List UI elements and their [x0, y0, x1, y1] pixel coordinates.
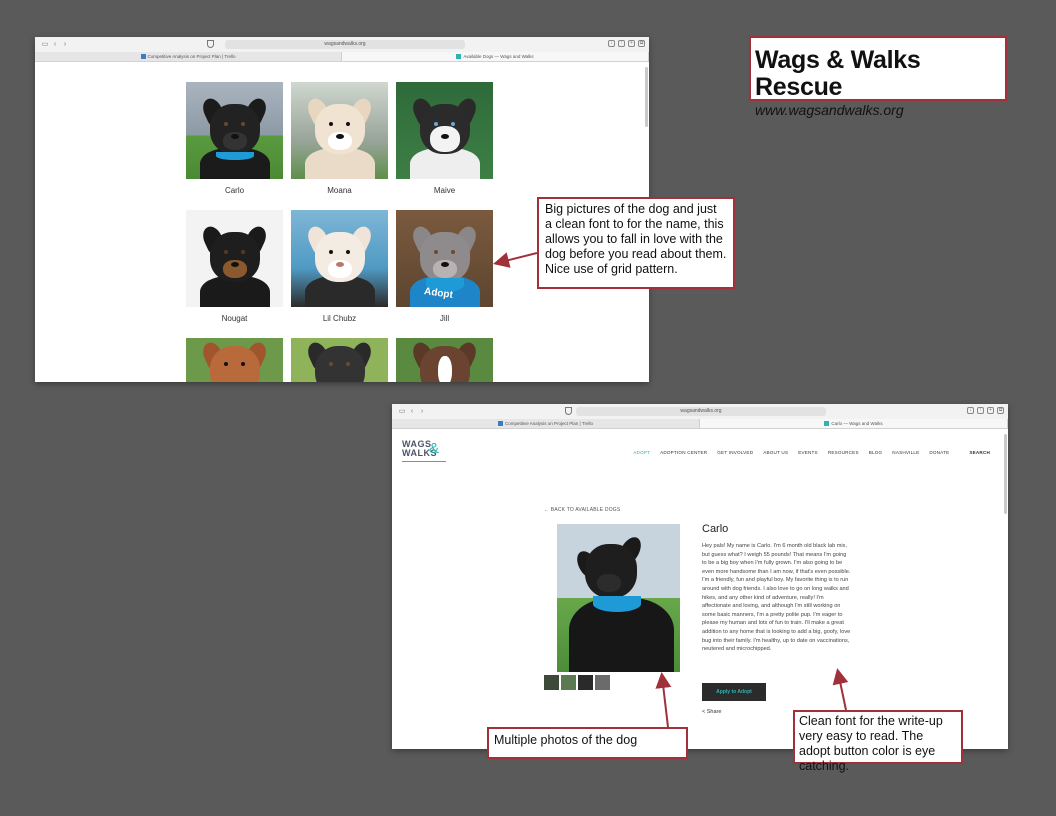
back-to-dogs-link[interactable]: ← BACK TO AVAILABLE DOGS: [544, 507, 621, 513]
dog-card-moana[interactable]: Moana: [291, 82, 388, 210]
dog-card-row3-2[interactable]: [291, 338, 388, 382]
tab-overview-icon[interactable]: ⧉: [638, 40, 645, 47]
dog-card-maive[interactable]: Maive: [396, 82, 493, 210]
nav-donate[interactable]: DONATE: [929, 450, 950, 455]
apply-to-adopt-button[interactable]: Apply to Adopt: [702, 683, 766, 701]
nav-get-involved[interactable]: GET INVOLVED: [717, 450, 754, 455]
dog-photo-lil-chubz[interactable]: [291, 210, 388, 307]
tab-trello[interactable]: Competitive Analysis on Project Plan | T…: [35, 52, 342, 61]
dog-name-nougat[interactable]: Nougat: [221, 314, 248, 323]
address-bar[interactable]: wagsandwalks.org: [576, 407, 826, 416]
back-arrow-icon[interactable]: ‹: [53, 40, 57, 48]
callout-photos-note: Multiple photos of the dog: [487, 727, 688, 759]
new-tab-icon[interactable]: +: [628, 40, 635, 47]
nav-search[interactable]: SEARCH: [969, 450, 990, 455]
nav-adopt[interactable]: ADOPT: [633, 450, 651, 455]
thumbnail-4[interactable]: [595, 675, 610, 690]
share-icon[interactable]: ↑: [618, 40, 625, 47]
dog-card-jill[interactable]: Adopt Jill: [396, 210, 493, 338]
dog-name-carlo[interactable]: Carlo: [224, 186, 245, 195]
dog-card-carlo[interactable]: Carlo: [186, 82, 283, 210]
browser-toolbar: ▭ ‹ › wagsandwalks.org ↓ ↑ + ⧉: [392, 404, 1008, 419]
dog-name-heading: Carlo: [702, 523, 729, 535]
nav-about-us[interactable]: ABOUT US: [763, 450, 789, 455]
wags-favicon-icon: [824, 421, 830, 426]
wags-walks-logo[interactable]: WAGS WALKS &: [402, 440, 448, 466]
dog-name-jill[interactable]: Jill: [439, 314, 450, 323]
thumbnail-1[interactable]: [544, 675, 559, 690]
dog-name-moana[interactable]: Moana: [327, 186, 352, 195]
dog-photo-row3-1[interactable]: [186, 338, 283, 382]
dog-name-lil-chubz[interactable]: Lil Chubz: [322, 314, 357, 323]
tab-overview-icon[interactable]: ⧉: [997, 407, 1004, 414]
dog-photo-carlo[interactable]: [186, 82, 283, 179]
tab-bar: Competitive Analysis on Project Plan | T…: [35, 52, 649, 62]
title-box: Wags & Walks Rescue www.wagsandwalks.org: [749, 36, 1007, 118]
dog-bio: Hey pals! My name is Carlo. I'm 6 month …: [702, 543, 851, 653]
dog-photo-row3-2[interactable]: [291, 338, 388, 382]
dog-name-maive[interactable]: Maive: [433, 186, 456, 195]
dog-photo-moana[interactable]: [291, 82, 388, 179]
photo-thumbnails: [544, 675, 610, 690]
wags-favicon-icon: [456, 54, 462, 59]
callout-grid-note: Big pictures of the dog and just a clean…: [537, 197, 735, 289]
trello-icon: [140, 54, 146, 59]
trello-icon: [498, 421, 504, 426]
scrollbar[interactable]: [645, 67, 648, 127]
dog-card-row3-3[interactable]: [396, 338, 493, 382]
tab-available-dogs[interactable]: Available Dogs — Wags and Walks: [342, 52, 649, 61]
nav-resources[interactable]: RESOURCES: [827, 450, 859, 455]
main-nav: ADOPT ADOPTION CENTER GET INVOLVED ABOUT…: [633, 450, 990, 455]
dog-photo-nougat[interactable]: [186, 210, 283, 307]
dog-photo-jill[interactable]: Adopt: [396, 210, 493, 307]
download-icon[interactable]: ↓: [608, 40, 615, 47]
dog-card-lil-chubz[interactable]: Lil Chubz: [291, 210, 388, 338]
nav-nashville[interactable]: NASHVILLE: [892, 450, 920, 455]
browser-window-carlo: ▭ ‹ › wagsandwalks.org ↓ ↑ + ⧉ Competiti…: [392, 404, 1008, 749]
browser-toolbar: ▭ ‹ › wagsandwalks.org ↓ ↑ + ⧉: [35, 37, 649, 52]
tab-carlo[interactable]: Carlo — Wags and Walks: [700, 419, 1008, 428]
dog-photo-maive[interactable]: [396, 82, 493, 179]
nav-blog[interactable]: BLOG: [868, 450, 883, 455]
carlo-main-photo[interactable]: [557, 524, 680, 672]
new-tab-icon[interactable]: +: [987, 407, 994, 414]
nav-adoption-center[interactable]: ADOPTION CENTER: [660, 450, 708, 455]
share-link[interactable]: < Share: [702, 709, 722, 715]
site-url: www.wagsandwalks.org: [755, 102, 904, 118]
dog-grid: Carlo Moana Maive: [186, 82, 493, 382]
nav-events[interactable]: EVENTS: [798, 450, 818, 455]
dog-card-nougat[interactable]: Nougat: [186, 210, 283, 338]
share-icon: <: [702, 709, 707, 715]
tab-trello[interactable]: Competitive Analysis on Project Plan | T…: [392, 419, 700, 428]
tab-bar: Competitive Analysis on Project Plan | T…: [392, 419, 1008, 429]
scrollbar[interactable]: [1004, 434, 1007, 514]
share-icon[interactable]: ↑: [977, 407, 984, 414]
privacy-shield-icon[interactable]: [207, 40, 214, 48]
forward-arrow-icon[interactable]: ›: [63, 40, 67, 48]
site-header: WAGS WALKS & ADOPT ADOPTION CENTER GET I…: [392, 429, 1008, 474]
sidebar-icon[interactable]: ▭: [398, 407, 406, 415]
forward-arrow-icon[interactable]: ›: [420, 407, 424, 415]
download-icon[interactable]: ↓: [967, 407, 974, 414]
dog-photo-row3-3[interactable]: [396, 338, 493, 382]
dog-card-row3-1[interactable]: [186, 338, 283, 382]
privacy-shield-icon[interactable]: [565, 407, 572, 415]
back-arrow-icon[interactable]: ‹: [410, 407, 414, 415]
thumbnail-3[interactable]: [578, 675, 593, 690]
callout-font-note: Clean font for the write-up very easy to…: [793, 710, 963, 773]
page-title: Wags & Walks Rescue: [755, 46, 921, 101]
sidebar-icon[interactable]: ▭: [41, 40, 49, 48]
address-bar[interactable]: wagsandwalks.org: [225, 40, 465, 49]
thumbnail-2[interactable]: [561, 675, 576, 690]
